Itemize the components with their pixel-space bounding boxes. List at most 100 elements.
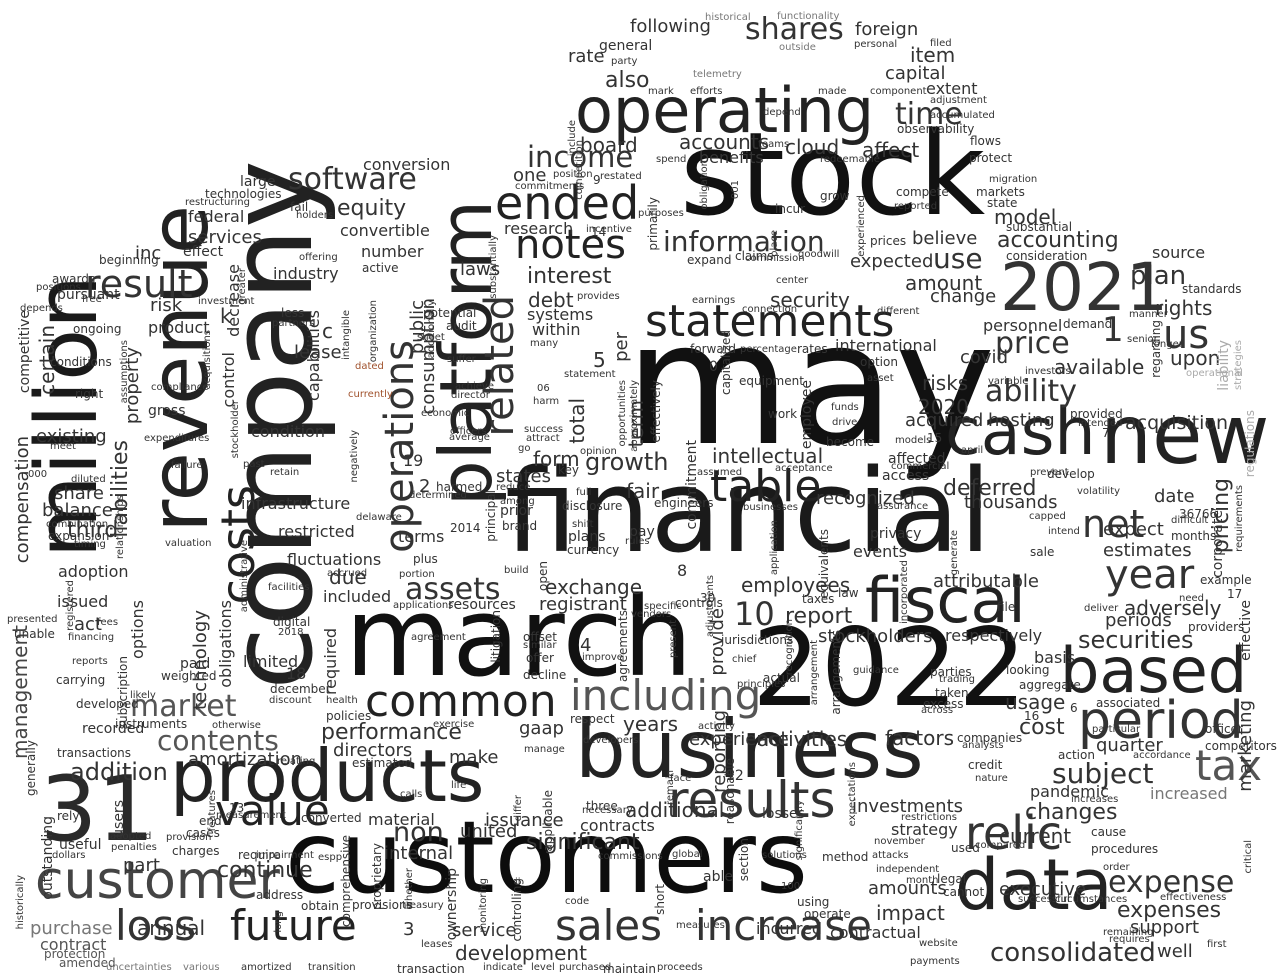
word-may: may [625, 286, 996, 484]
word-product: product [148, 318, 210, 337]
word-generate: generate [949, 530, 960, 576]
word-business: business [575, 703, 924, 796]
word-law: law [838, 586, 859, 600]
word-new: new [1100, 388, 1270, 483]
word-protection: protection [44, 947, 106, 961]
word-party: party [611, 56, 638, 67]
word-particular: particular [1092, 724, 1141, 735]
word-per: per [611, 332, 632, 362]
word-periods: periods [1105, 610, 1172, 631]
word-acquired: acquired [905, 410, 984, 431]
word-compliance: compliance [151, 382, 209, 393]
word-principles: principles [737, 679, 786, 690]
word-included: included [323, 587, 392, 606]
word-restrictions: restrictions [901, 812, 957, 823]
word-key: key [558, 463, 580, 477]
word-within: within [532, 320, 581, 339]
word-effectively: effectively [649, 380, 663, 443]
word-nature: nature [975, 773, 1008, 784]
word-12: 12 [726, 768, 744, 784]
word-liability: liability [1216, 340, 1232, 391]
word-operating: operating [575, 74, 875, 147]
word-experience: experience [689, 729, 789, 750]
word-code: code [565, 896, 590, 907]
word-recognition: recognition [784, 619, 795, 676]
word-estimates: estimates [1103, 540, 1192, 561]
word-000: 000 [28, 469, 48, 480]
word-combination: combination [46, 519, 109, 530]
word-statements: statements [645, 296, 895, 347]
word-grow: grow [820, 189, 850, 203]
word-applicable: applicable [541, 790, 555, 852]
word-specific: specific [644, 601, 682, 612]
word-timing: timing [74, 539, 106, 550]
word-incentive: incentive [586, 224, 632, 235]
word-attacks: attacks [872, 850, 909, 861]
word-percentage: percentage [740, 344, 797, 355]
word-limited: limited [243, 652, 299, 671]
word-otherwise: otherwise [212, 720, 261, 731]
word-resources: resources [448, 597, 516, 613]
word-analysts: analysts [962, 740, 1004, 751]
word-telemetry: telemetry [693, 69, 742, 80]
word-recognized: recognized [816, 488, 915, 509]
word-currency: currency [567, 543, 620, 557]
word-risks: risks [922, 371, 969, 395]
word-treasury: treasury [402, 900, 444, 911]
word-personal: personal [854, 39, 898, 50]
word-order: order [1103, 862, 1130, 873]
word-19: 19 [403, 451, 424, 470]
word-fail: fail [290, 200, 309, 214]
word-require: require [238, 848, 281, 862]
word-instruments: instruments [115, 717, 188, 731]
word-14: 14 [591, 225, 607, 239]
word-efforts: efforts [690, 86, 723, 97]
word-based: based [1060, 634, 1248, 707]
word-attract: attract [526, 433, 560, 444]
word-life: life [451, 780, 467, 791]
word-17: 17 [1227, 587, 1243, 601]
word-deliver: deliver [1084, 603, 1119, 614]
word-organization: organization [368, 300, 379, 363]
word-loss: loss [115, 901, 197, 950]
word-across: across [921, 705, 954, 716]
word-31: 31 [40, 757, 155, 862]
word-improve: improve [582, 652, 623, 663]
word-competitors: competitors [1205, 739, 1277, 753]
word-usage: usage [1005, 690, 1066, 714]
word-2: 2 [419, 476, 431, 497]
word-annual: annual [137, 916, 206, 940]
word-first: first [1207, 939, 1227, 950]
word-component: component [870, 86, 927, 97]
word-5: 5 [593, 348, 606, 372]
word-100: 100 [781, 881, 801, 892]
word-ended: ended [495, 176, 640, 230]
word-cost: cost [1019, 715, 1065, 740]
word-benefits: benefits [699, 148, 764, 167]
word-report: report [785, 604, 853, 629]
word-increase: increase [695, 901, 873, 950]
word-compete: compete [896, 185, 949, 199]
word-vendors: vendors [631, 609, 672, 620]
word-proceeds: proceeds [657, 962, 703, 973]
word-companies: companies [957, 731, 1023, 745]
word-failure: failure [171, 460, 203, 471]
word-prevent: prevent [1030, 467, 1069, 478]
word-k: k [220, 304, 232, 328]
word-dollars: dollars [52, 850, 86, 861]
word-transaction: transaction [397, 962, 465, 976]
word-rights: rights [1155, 296, 1213, 320]
word-purchased: purchased [559, 962, 612, 973]
word-results: results [668, 771, 836, 829]
word-principal: principal [484, 490, 498, 542]
word-registrant: registrant [539, 594, 627, 615]
word-related: related [477, 295, 523, 437]
word-investments: investments [852, 796, 964, 817]
word-security: security [770, 288, 850, 312]
word-reported: reported [894, 201, 938, 212]
word-sheet: sheet [417, 332, 445, 343]
word-year: year [1105, 552, 1195, 598]
word-provision: provision [166, 832, 212, 843]
word-gaap: gaap [519, 718, 564, 739]
word-flows: flows [970, 134, 1001, 148]
